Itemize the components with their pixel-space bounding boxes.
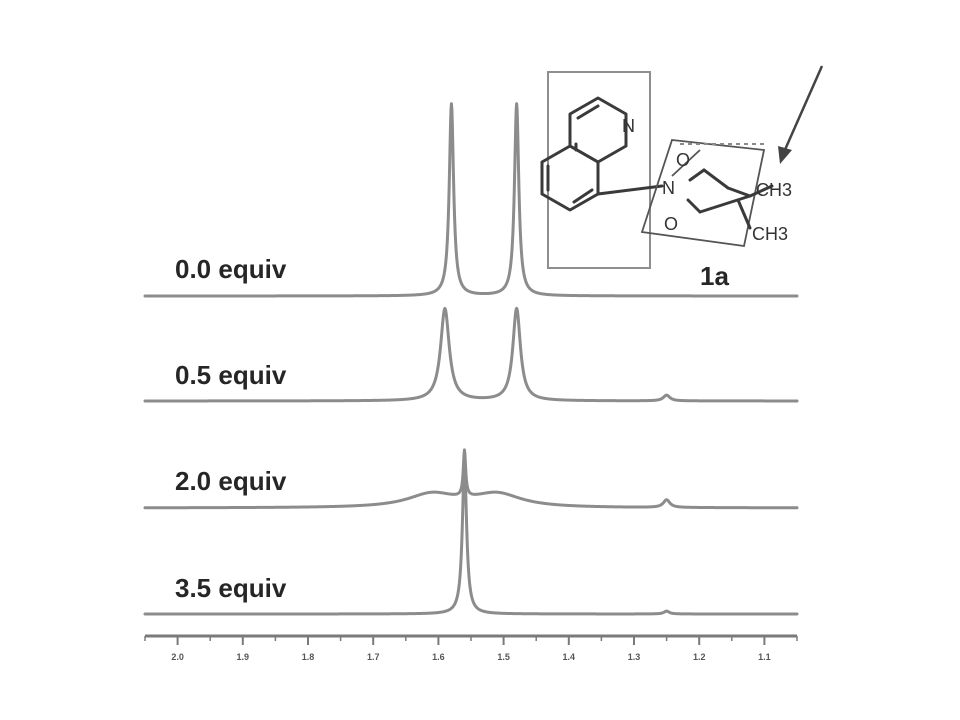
atom-label-ch3-upper: CH3 [756, 180, 792, 200]
cage-plane [640, 139, 766, 248]
atom-label-ch3-lower: CH3 [752, 224, 788, 244]
pointer-arrow [782, 65, 824, 153]
benzene-ring [540, 144, 600, 212]
spectrum-trace-4 [143, 462, 799, 616]
series-label-2: 0.5 equiv [175, 360, 287, 390]
x-tick-label: 1.6 [432, 652, 445, 662]
spectra-traces [143, 102, 799, 616]
series-label-3: 2.0 equiv [175, 466, 287, 496]
x-tick-label: 1.9 [237, 652, 250, 662]
atom-label-n-amine: N [662, 178, 675, 198]
atom-label-o-upper: O [676, 150, 690, 170]
x-tick-label: 1.1 [758, 652, 771, 662]
x-tick-label: 1.3 [628, 652, 641, 662]
x-tick-label: 1.2 [693, 652, 706, 662]
spectrum-trace-1 [143, 102, 799, 298]
compound-label: 1a [700, 261, 729, 291]
x-tick-label: 1.4 [563, 652, 576, 662]
x-tick-label: 1.5 [497, 652, 510, 662]
x-tick-label: 1.7 [367, 652, 380, 662]
n-aryl-bond [596, 184, 664, 196]
spectrum-trace-3 [143, 448, 799, 510]
x-tick-label: 2.0 [171, 652, 184, 662]
x-axis-ticks: 2.0 1.9 1.8 1.7 1.6 1.5 1.4 1.3 1.2 1.1 [144, 636, 798, 662]
molecule-structure-1a: N N O O CH3 CH3 1a [540, 65, 824, 291]
spectrum-trace-2 [143, 306, 799, 403]
x-tick-label: 1.8 [302, 652, 315, 662]
pointer-arrowhead [778, 146, 792, 164]
atom-label-o-lower: O [664, 214, 678, 234]
series-labels: 0.0 equiv 0.5 equiv 2.0 equiv 3.5 equiv [175, 254, 287, 603]
atom-label-n-ring: N [622, 116, 635, 136]
series-label-4: 3.5 equiv [175, 573, 287, 603]
x-axis: 2.0 1.9 1.8 1.7 1.6 1.5 1.4 1.3 1.2 1.1 [144, 634, 798, 662]
series-label-1: 0.0 equiv [175, 254, 287, 284]
